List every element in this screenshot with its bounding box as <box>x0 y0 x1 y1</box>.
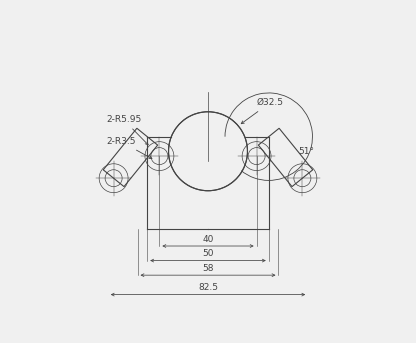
Text: 40: 40 <box>202 235 214 244</box>
Text: 51°: 51° <box>298 147 314 156</box>
Text: 82.5: 82.5 <box>198 283 218 292</box>
Text: 2-R3.5: 2-R3.5 <box>106 137 152 158</box>
Text: Ø32.5: Ø32.5 <box>241 98 284 124</box>
Text: 58: 58 <box>202 264 214 273</box>
Text: 2-R5.95: 2-R5.95 <box>106 115 148 145</box>
Text: 50: 50 <box>202 249 214 258</box>
